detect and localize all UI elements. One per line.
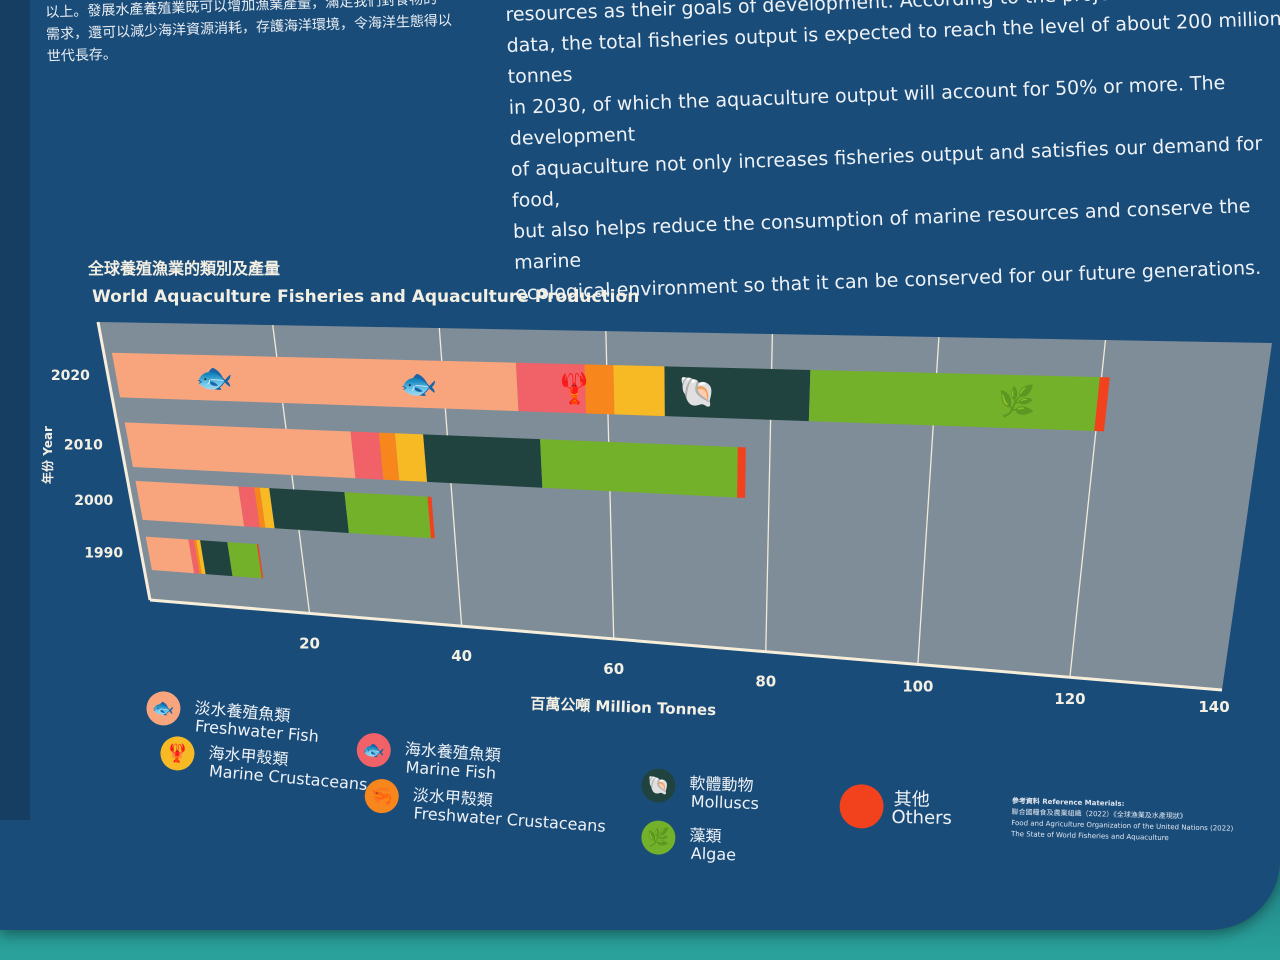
bar-segment <box>540 439 738 498</box>
bar-segment <box>737 447 746 499</box>
marine-fish-icon: 🐟 <box>400 367 437 402</box>
legend-label: Molluscs <box>690 791 760 814</box>
bar-segment <box>613 365 665 417</box>
seaweed-icon: 🌿 <box>640 820 676 856</box>
year-tick-label: 2020 <box>51 368 90 384</box>
chart-title: World Aquaculture Fisheries and Aquacult… <box>92 287 640 307</box>
bar-segment <box>808 369 1100 432</box>
bar-segment <box>664 366 811 422</box>
bar-segment <box>256 544 264 579</box>
freshwater-fish-icon: 🐟 <box>145 690 182 727</box>
bar-segment <box>188 539 200 574</box>
shrimp-icon: 🦐 <box>363 778 400 815</box>
bar-segment <box>269 488 349 533</box>
freshwater-fish-icon: 🐟 <box>196 361 233 396</box>
x-tick-label: 60 <box>603 660 624 678</box>
bar-segment <box>344 492 431 539</box>
bar-segment <box>423 434 543 488</box>
legend-label: Marine Crustaceans <box>208 761 369 795</box>
bar-segment <box>196 539 206 575</box>
bar-segment <box>350 431 384 480</box>
bar-segment <box>111 352 519 412</box>
chart-title-chinese: 全球養殖漁業的類別及產量 <box>88 259 281 278</box>
bar-segment <box>254 487 266 528</box>
wall-left <box>0 0 30 820</box>
others-dot-icon <box>839 784 884 829</box>
bar-segment <box>193 539 202 574</box>
x-tick-label: 100 <box>902 677 933 695</box>
shell-icon: 🐚 <box>640 768 676 804</box>
bar-segment <box>135 480 245 527</box>
x-tick-label: 20 <box>299 634 320 652</box>
year-tick-label: 1990 <box>84 546 123 562</box>
y-axis-label: 年份 Year <box>40 426 55 484</box>
x-axis-label: 百萬公噸 Million Tonnes <box>530 695 717 719</box>
x-tick-label: 40 <box>451 647 472 665</box>
y-axis <box>96 321 152 601</box>
bar-segment <box>394 433 428 482</box>
year-tick-label: 2000 <box>74 493 113 509</box>
x-tick-label: 120 <box>1054 690 1085 708</box>
lobster-icon: 🦞 <box>556 371 593 407</box>
bar-segment <box>259 487 275 529</box>
bar-segment <box>145 536 195 574</box>
bar-segment <box>1094 377 1110 432</box>
seaweed-icon: 🌿 <box>998 384 1035 420</box>
year-tick-label: 2010 <box>64 437 103 453</box>
bar-segment <box>238 486 260 528</box>
reference-materials: 參考資料 Reference Materials: 聯合國糧食及農業組織（202… <box>1011 796 1242 846</box>
bar-segment <box>515 362 587 414</box>
bar-segment <box>227 542 262 579</box>
legend-label: Freshwater Crustaceans <box>413 803 607 836</box>
x-tick-label: 140 <box>1198 698 1229 716</box>
legend-label: Algae <box>690 843 737 865</box>
bar-segment <box>124 422 356 479</box>
bar-segment <box>378 432 400 481</box>
x-tick-label: 80 <box>755 673 776 691</box>
bar-segment <box>427 496 435 539</box>
lobster-icon: 🦞 <box>159 735 196 772</box>
legend-label: Others <box>891 806 953 829</box>
bar-segment <box>584 364 615 415</box>
marine-fish-icon: 🐟 <box>355 732 392 769</box>
shell-icon: 🐚 <box>679 375 716 410</box>
bar-segment <box>200 540 233 577</box>
x-axis <box>149 598 1223 692</box>
